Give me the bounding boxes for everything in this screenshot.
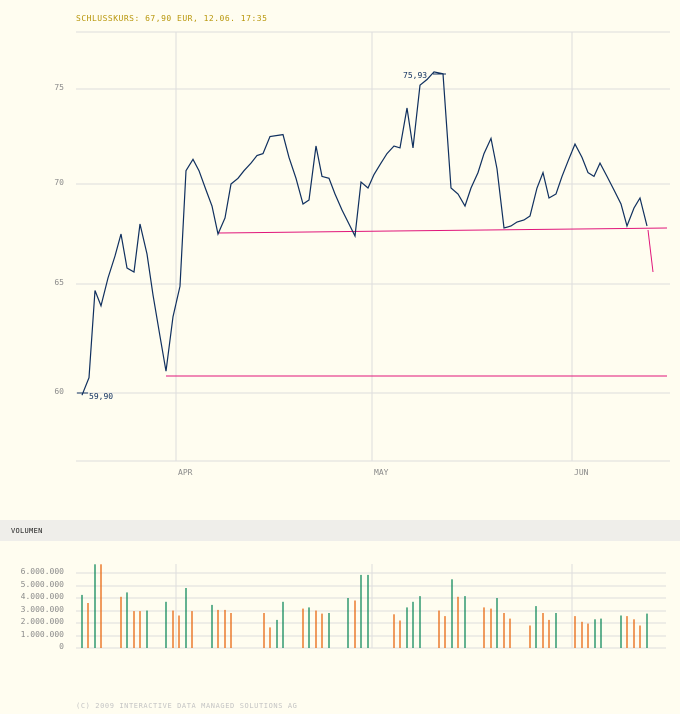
closing-price-title: SCHLUSSKURS: 67,90 EUR, 12.06. 17:35 (76, 14, 268, 23)
price-y-tick-label: 65 (54, 278, 64, 287)
month-label: MAY (374, 468, 389, 477)
price-y-tick-label: 70 (54, 178, 64, 187)
volume-y-tick-label: 2.000.000 (20, 617, 64, 626)
volume-y-tick-label: 0 (59, 642, 64, 651)
max-value-label: 75,93 (403, 71, 427, 80)
volume-y-tick-label: 3.000.000 (20, 605, 64, 614)
min-value-label: 59,90 (89, 392, 113, 401)
volume-header-band (0, 520, 680, 541)
volume-y-tick-label: 4.000.000 (20, 592, 64, 601)
month-label: APR (178, 468, 193, 477)
volume-title: VOLUMEN (11, 527, 43, 535)
volume-y-tick-label: 5.000.000 (20, 580, 64, 589)
month-label: JUN (574, 468, 589, 477)
forecast-segment (647, 229, 654, 273)
volume-y-tick-label: 1.000.000 (20, 630, 64, 639)
price-y-tick-label: 75 (54, 83, 64, 92)
copyright-footer: (C) 2009 INTERACTIVE DATA MANAGED SOLUTI… (76, 702, 298, 710)
support-line-high (217, 227, 668, 234)
price-line (81, 71, 648, 396)
price-chart: 75,93 59,90 (76, 31, 670, 462)
price-y-tick-label: 60 (54, 387, 64, 396)
volume-y-tick-label: 6.000.000 (20, 567, 64, 576)
